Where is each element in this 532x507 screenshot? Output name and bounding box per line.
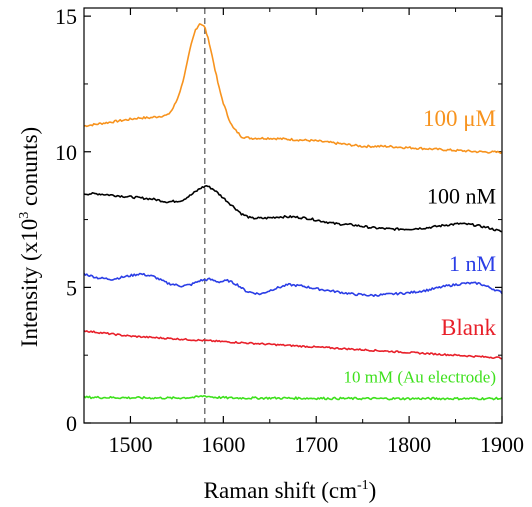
series-labels: 100 μM 100 nM 1 nM Blank 10 mM (Au electrode… [344, 106, 497, 386]
series-label: 10 mM (Au electrode) [344, 367, 496, 386]
x-tick-label: 1600 [201, 432, 245, 457]
series-line [83, 395, 503, 401]
series-label: 100 nM [427, 183, 496, 208]
x-tick-label: 1500 [108, 432, 152, 457]
y-tick-label: 10 [55, 140, 77, 165]
x-tick-label: 1800 [387, 432, 431, 457]
tick-labels: 1500 1600 1700 1800 1900 0 5 10 15 [55, 4, 524, 457]
series-label: 1 nM [449, 251, 496, 276]
y-axis-label: Intensity (x103 conunts) [17, 127, 42, 347]
series-line [83, 185, 503, 233]
series-line [83, 23, 503, 154]
x-tick-label: 1900 [480, 432, 524, 457]
y-tick-label: 5 [66, 275, 77, 300]
series-label: 100 μM [423, 106, 496, 131]
x-tick-label: 1700 [294, 432, 338, 457]
axis-ticks [83, 8, 503, 424]
series-line [83, 272, 503, 297]
y-tick-label: 0 [66, 411, 77, 436]
series-layer [83, 23, 503, 401]
plot-frame [83, 7, 503, 424]
y-tick-label: 15 [55, 4, 77, 29]
series-line [83, 330, 503, 360]
series-label: Blank [441, 315, 496, 340]
x-axis-label: Raman shift (cm-1) [204, 478, 377, 503]
